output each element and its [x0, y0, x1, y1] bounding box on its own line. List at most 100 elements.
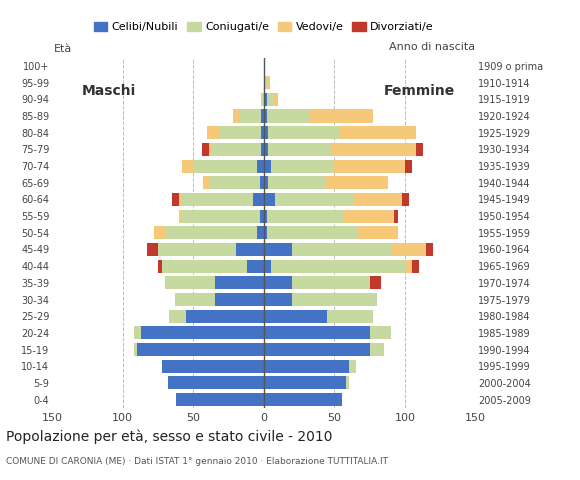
Bar	[182, 193, 253, 206]
Bar	[264, 293, 292, 306]
Bar	[309, 109, 372, 122]
Bar	[264, 210, 267, 223]
Bar	[370, 343, 384, 356]
Bar	[261, 126, 264, 139]
Bar	[271, 260, 405, 273]
Bar	[264, 193, 275, 206]
Bar	[405, 159, 412, 173]
Bar	[267, 76, 270, 89]
Bar	[370, 326, 391, 339]
Bar	[264, 226, 267, 240]
Bar	[212, 143, 261, 156]
Bar	[325, 176, 388, 189]
Bar	[211, 176, 260, 189]
Text: Maschi: Maschi	[82, 84, 136, 98]
Bar	[134, 343, 137, 356]
Bar	[353, 193, 402, 206]
Bar	[394, 210, 398, 223]
Bar	[264, 360, 349, 373]
Bar	[405, 260, 412, 273]
Bar	[165, 276, 215, 289]
Bar	[182, 210, 260, 223]
Bar	[264, 260, 271, 273]
Bar	[267, 226, 358, 240]
Bar	[261, 93, 264, 106]
Bar	[203, 176, 211, 189]
Bar	[345, 210, 394, 223]
Bar	[268, 143, 332, 156]
Bar	[179, 193, 182, 206]
Text: Età: Età	[55, 44, 72, 54]
Bar	[179, 210, 182, 223]
Bar	[235, 243, 264, 256]
Text: Femmine: Femmine	[383, 84, 455, 98]
Bar	[264, 159, 271, 173]
Bar	[358, 226, 398, 240]
Bar	[186, 310, 264, 323]
Bar	[257, 159, 264, 173]
Bar	[219, 126, 261, 139]
Bar	[215, 276, 264, 289]
Bar	[391, 243, 426, 256]
Bar	[271, 159, 335, 173]
Bar	[264, 93, 267, 106]
Bar	[264, 76, 267, 89]
Bar	[267, 109, 309, 122]
Bar	[264, 310, 327, 323]
Bar	[154, 226, 165, 240]
Bar	[193, 159, 257, 173]
Bar	[426, 243, 433, 256]
Bar	[292, 293, 377, 306]
Bar	[147, 243, 158, 256]
Bar	[346, 376, 349, 389]
Bar	[233, 109, 240, 122]
Bar	[292, 276, 370, 289]
Bar	[264, 176, 268, 189]
Bar	[327, 310, 372, 323]
Bar	[268, 126, 339, 139]
Bar	[335, 159, 405, 173]
Bar	[165, 226, 257, 240]
Text: COMUNE DI CARONIA (ME) · Dati ISTAT 1° gennaio 2010 · Elaborazione TUTTITALIA.IT: COMUNE DI CARONIA (ME) · Dati ISTAT 1° g…	[6, 457, 388, 466]
Bar	[264, 393, 342, 406]
Bar	[162, 360, 264, 373]
Bar	[247, 260, 264, 273]
Bar	[257, 226, 264, 240]
Text: Anno di nascita: Anno di nascita	[390, 42, 476, 52]
Bar	[260, 210, 264, 223]
Bar	[339, 126, 416, 139]
Bar	[215, 293, 264, 306]
Bar	[370, 276, 381, 289]
Bar	[172, 193, 179, 206]
Bar	[402, 193, 409, 206]
Bar	[264, 276, 292, 289]
Bar	[261, 109, 264, 122]
Bar	[208, 126, 219, 139]
Bar	[412, 260, 419, 273]
Bar	[175, 293, 215, 306]
Bar	[264, 376, 346, 389]
Bar	[158, 260, 162, 273]
Bar	[137, 343, 264, 356]
Bar	[275, 193, 353, 206]
Bar	[209, 143, 212, 156]
Bar	[267, 93, 274, 106]
Bar	[292, 243, 391, 256]
Bar	[264, 109, 267, 122]
Bar	[264, 343, 370, 356]
Bar	[349, 360, 356, 373]
Bar	[268, 176, 325, 189]
Bar	[261, 143, 264, 156]
Bar	[202, 143, 209, 156]
Bar	[260, 176, 264, 189]
Bar	[264, 143, 268, 156]
Bar	[332, 143, 416, 156]
Bar	[162, 260, 247, 273]
Bar	[264, 126, 268, 139]
Text: Popolazione per età, sesso e stato civile - 2010: Popolazione per età, sesso e stato civil…	[6, 430, 332, 444]
Bar	[134, 326, 141, 339]
Legend: Celibi/Nubili, Coniugati/e, Vedovi/e, Divorziati/e: Celibi/Nubili, Coniugati/e, Vedovi/e, Di…	[89, 18, 438, 37]
Bar	[141, 326, 264, 339]
Bar	[264, 243, 292, 256]
Bar	[416, 143, 423, 156]
